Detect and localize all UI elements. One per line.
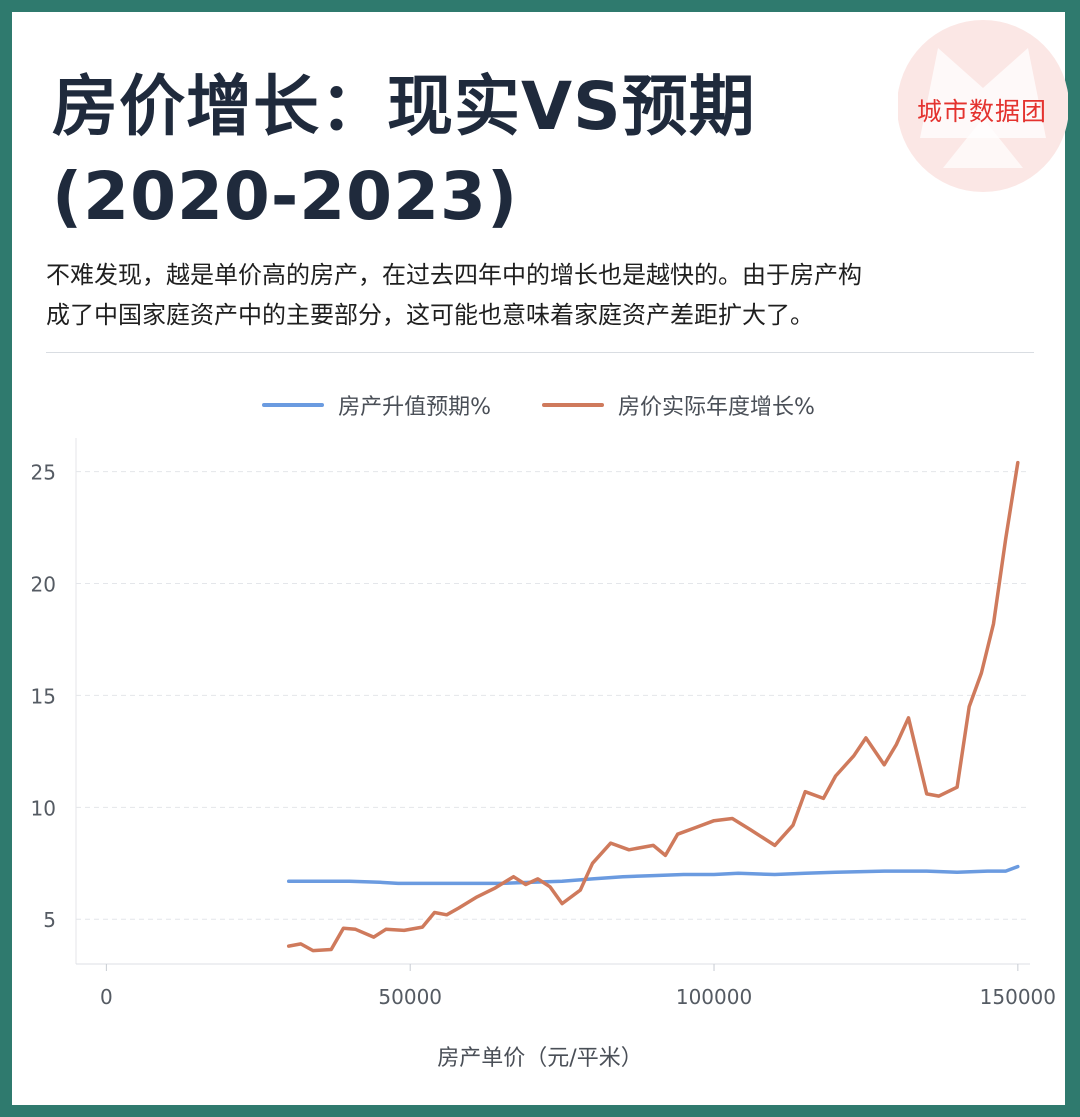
y-tick-label: 25 — [31, 461, 56, 485]
y-tick-label: 20 — [31, 572, 56, 596]
page-title: 房价增长：现实VS预期 (2020-2023) — [52, 62, 892, 242]
subtitle-line-1: 不难发现，越是单价高的房产，在过去四年中的增长也是越快的。由于房产构 — [46, 261, 862, 289]
divider — [46, 352, 1034, 353]
y-tick-label: 10 — [31, 796, 56, 820]
x-tick-label: 100000 — [676, 985, 752, 1009]
legend-item-actual: 房价实际年度增长% — [542, 389, 815, 421]
x-tick-label: 0 — [100, 985, 113, 1009]
page-subtitle: 不难发现，越是单价高的房产，在过去四年中的增长也是越快的。由于房产构 成了中国家… — [46, 255, 1046, 335]
legend-label-actual: 房价实际年度增长% — [618, 395, 815, 420]
legend-swatch-actual — [542, 403, 604, 407]
subtitle-line-2: 成了中国家庭资产中的主要部分，这可能也意味着家庭资产差距扩大了。 — [46, 301, 814, 329]
title-line-2: (2020-2023) — [52, 158, 519, 235]
y-tick-label: 5 — [43, 908, 56, 932]
title-line-1: 房价增长：现实VS预期 — [52, 68, 756, 145]
legend-label-expected: 房产升值预期% — [338, 395, 491, 420]
chart-legend: 房产升值预期% 房价实际年度增长% — [12, 388, 1065, 421]
brand-label: 城市数据团 — [917, 97, 1048, 126]
legend-item-expected: 房产升值预期% — [262, 389, 491, 421]
infographic-card: 城市数据团 房价增长：现实VS预期 (2020-2023) 不难发现，越是单价高… — [12, 12, 1068, 1105]
series-line-expected — [286, 864, 1020, 886]
series-line-actual — [286, 460, 1020, 953]
x-axis-title: 房产单价（元/平米） — [437, 1046, 643, 1071]
watermark-logo-icon — [898, 20, 1068, 192]
y-tick-label: 15 — [31, 684, 56, 708]
legend-swatch-expected — [262, 403, 325, 407]
x-tick-label: 150000 — [980, 985, 1056, 1009]
x-tick-label: 50000 — [378, 985, 442, 1009]
